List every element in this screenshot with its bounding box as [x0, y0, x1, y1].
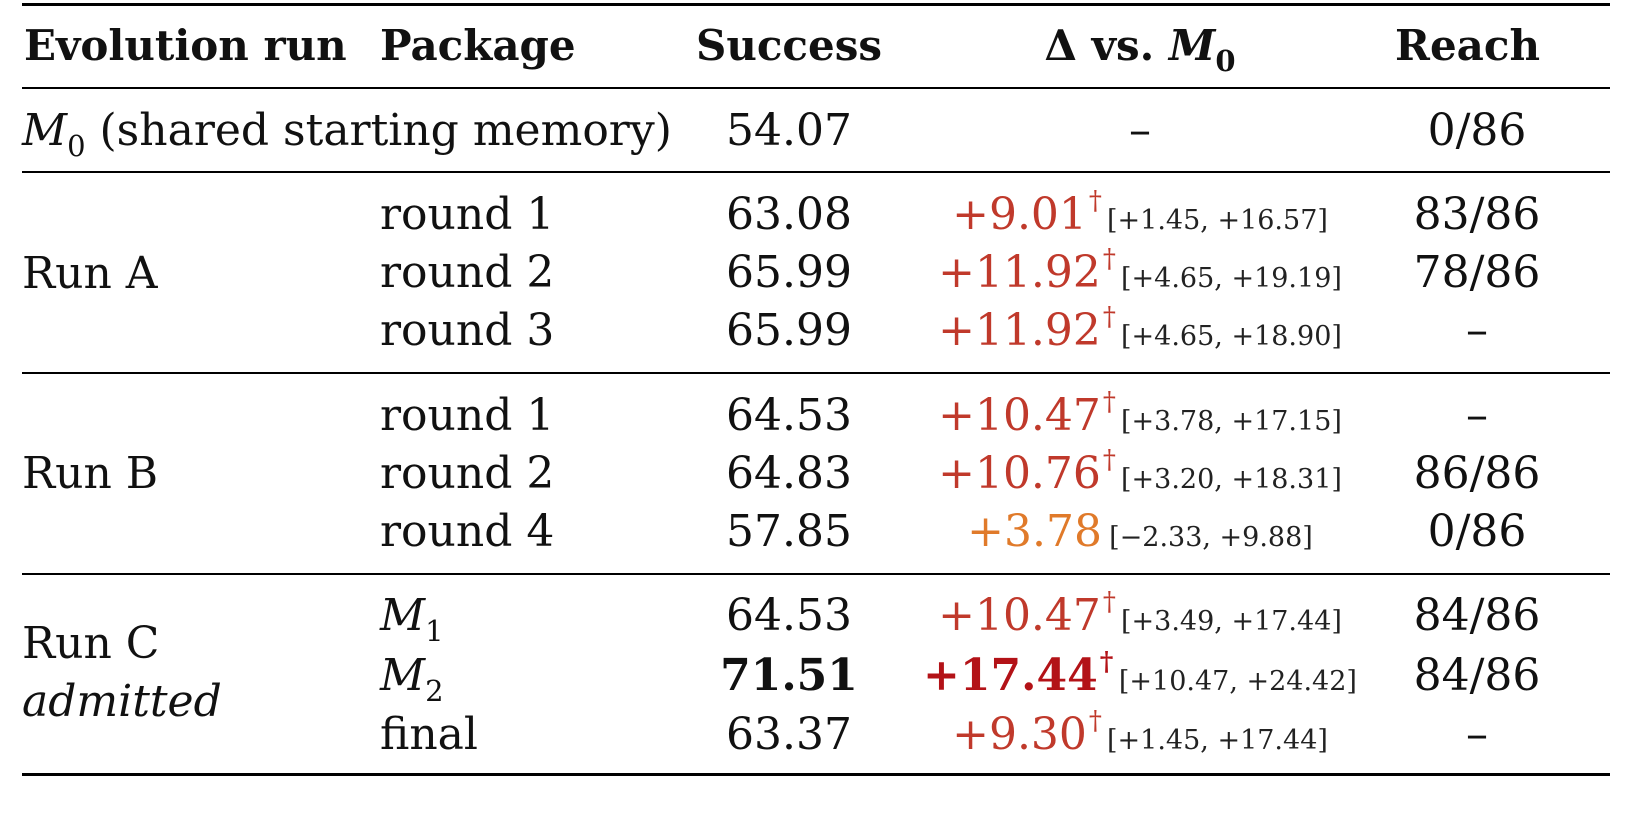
- run-c-label: Run C: [22, 618, 160, 669]
- header-delta: Δ vs. M0: [1044, 21, 1236, 78]
- run-a-rule: [22, 372, 1610, 374]
- table-row-reach: –: [1466, 305, 1488, 356]
- table-row-delta: +10.76† [+3.20, +18.31]: [938, 445, 1342, 499]
- header-rule: [22, 87, 1610, 89]
- table-row-success: 64.83: [726, 448, 852, 499]
- table-row-reach: 86/86: [1413, 448, 1541, 499]
- baseline-rule: [22, 171, 1610, 173]
- baseline-success: 54.07: [726, 105, 852, 156]
- table-row-delta: +9.30† [+1.45, +17.44]: [952, 706, 1328, 760]
- baseline-delta: –: [1129, 105, 1151, 156]
- table-row-reach: 83/86: [1413, 189, 1541, 240]
- table-row-package: M2: [380, 650, 444, 708]
- table-row-reach: –: [1466, 390, 1488, 441]
- table-row-success: 63.08: [726, 189, 852, 240]
- table-row-delta: +17.44† [+10.47, +24.42]: [923, 647, 1357, 701]
- run-c-note: admitted: [22, 676, 222, 727]
- table-row-success: 65.99: [726, 305, 852, 356]
- table-row-success: 57.85: [726, 506, 852, 557]
- table-row-package: round 2: [380, 247, 555, 298]
- header-success: Success: [695, 21, 883, 70]
- table-row-package: round 1: [380, 390, 555, 441]
- header-run: Evolution run: [24, 21, 347, 70]
- header-package: Package: [380, 21, 576, 70]
- table-row-success: 65.99: [726, 247, 852, 298]
- table-row-delta: +11.92† [+4.65, +18.90]: [938, 302, 1342, 356]
- bottom-rule: [22, 773, 1610, 776]
- table-row-package: round 2: [380, 448, 555, 499]
- table-row-delta: +11.92† [+4.65, +19.19]: [938, 244, 1342, 298]
- table-row-reach: 78/86: [1413, 247, 1541, 298]
- table-row-reach: 0/86: [1427, 506, 1527, 557]
- header-reach: Reach: [1395, 21, 1540, 70]
- table-row-success: 64.53: [726, 590, 852, 641]
- table-row-package: M1: [380, 590, 444, 648]
- table-row-delta: +10.47† [+3.78, +17.15]: [938, 387, 1342, 441]
- table-row-success: 63.37: [726, 709, 852, 760]
- table-row-package: final: [380, 709, 478, 760]
- table-row-delta: +10.47† [+3.49, +17.44]: [938, 587, 1342, 641]
- run-b-rule: [22, 573, 1610, 575]
- table-row-package: round 3: [380, 305, 555, 356]
- top-rule: [22, 3, 1610, 6]
- table-row-delta: +3.78 [−2.33, +9.88]: [967, 506, 1313, 557]
- table-row-reach: 84/86: [1413, 650, 1541, 701]
- table-row-success: 71.51: [720, 650, 858, 701]
- baseline-reach: 0/86: [1427, 105, 1527, 156]
- table-row-package: round 4: [380, 506, 555, 557]
- table-row-delta: +9.01† [+1.45, +16.57]: [952, 186, 1328, 240]
- table-row-success: 64.53: [726, 390, 852, 441]
- run-a-label: Run A: [22, 248, 158, 299]
- table-row-reach: –: [1466, 709, 1488, 760]
- table-row-package: round 1: [380, 189, 555, 240]
- run-b-label: Run B: [22, 448, 159, 499]
- table-row-reach: 84/86: [1413, 590, 1541, 641]
- baseline-label: M0 (shared starting memory): [22, 105, 672, 163]
